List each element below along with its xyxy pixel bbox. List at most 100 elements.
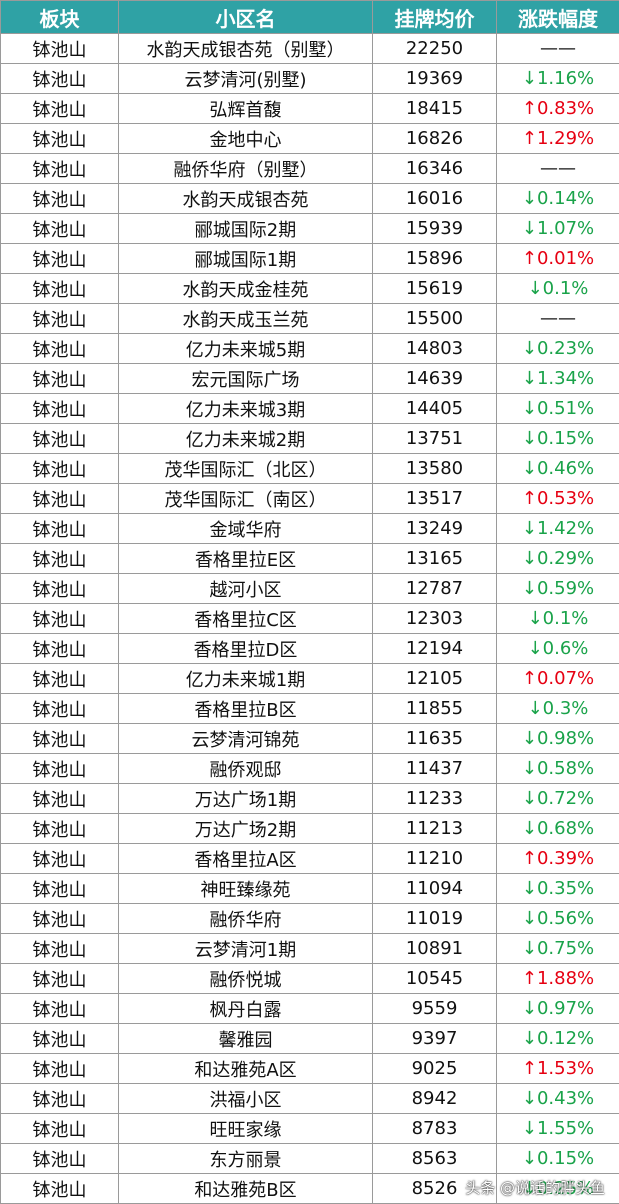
table-cell: 11213 — [372, 813, 497, 844]
table-cell: 香格里拉E区 — [118, 543, 373, 574]
table-cell: 13751 — [372, 423, 497, 454]
table-cell: 钵池山 — [0, 303, 119, 334]
table-cell: 钵池山 — [0, 213, 119, 244]
table-cell: 15500 — [372, 303, 497, 334]
table-cell: 水韵天成玉兰苑 — [118, 303, 373, 334]
table-cell: ↓0.97% — [496, 993, 619, 1024]
table-cell: 茂华国际汇（南区） — [118, 483, 373, 514]
table-cell: 亿力未来城1期 — [118, 663, 373, 694]
table-cell: 钵池山 — [0, 663, 119, 694]
table-cell: 东方丽景 — [118, 1143, 373, 1174]
table-cell: 洪福小区 — [118, 1083, 373, 1114]
table-cell: ↓0.3% — [496, 693, 619, 724]
table-cell: ↓0.35% — [496, 873, 619, 904]
table-cell: 19369 — [372, 63, 497, 94]
table-cell: 旺旺家缘 — [118, 1113, 373, 1144]
table-cell: 钵池山 — [0, 933, 119, 964]
table-cell: —— — [496, 303, 619, 334]
table-cell: 15939 — [372, 213, 497, 244]
table-cell: 钵池山 — [0, 1173, 119, 1204]
table-cell: 13249 — [372, 513, 497, 544]
table-cell: 钵池山 — [0, 1113, 119, 1144]
table-cell: 9559 — [372, 993, 497, 1024]
table-cell: 钵池山 — [0, 393, 119, 424]
table-cell: ↓0.46% — [496, 453, 619, 484]
table-row: 钵池山 金地中心 16826 ↑1.29% — [0, 123, 619, 154]
table-cell: 钵池山 — [0, 903, 119, 934]
table-cell: 钵池山 — [0, 843, 119, 874]
header-cell: 小区名 — [118, 0, 373, 34]
table-cell: ↓0.59% — [496, 573, 619, 604]
table-cell: 16346 — [372, 153, 497, 184]
table-cell: ↓0.14% — [496, 183, 619, 214]
table-cell: 钵池山 — [0, 1143, 119, 1174]
table-row: 钵池山 香格里拉A区 11210 ↑0.39% — [0, 843, 619, 874]
table-row: 钵池山 金域华府 13249 ↓1.42% — [0, 513, 619, 544]
table-cell: 万达广场1期 — [118, 783, 373, 814]
table-cell: 越河小区 — [118, 573, 373, 604]
table-cell: 12105 — [372, 663, 497, 694]
table-cell: 15619 — [372, 273, 497, 304]
table-cell: ↓0.1% — [496, 273, 619, 304]
table-row: 钵池山 越河小区 12787 ↓0.59% — [0, 573, 619, 604]
table-cell: 10891 — [372, 933, 497, 964]
header-row: 板块 小区名 挂牌均价 涨跌幅度 — [0, 0, 619, 34]
table-row: 钵池山 香格里拉D区 12194 ↓0.6% — [0, 633, 619, 664]
table-cell: 钵池山 — [0, 363, 119, 394]
table-row: 钵池山 茂华国际汇（北区） 13580 ↓0.46% — [0, 453, 619, 484]
table-cell: 13165 — [372, 543, 497, 574]
table-row: 钵池山 郦城国际2期 15939 ↓1.07% — [0, 213, 619, 244]
table-cell: 香格里拉A区 — [118, 843, 373, 874]
table-row: 钵池山 云梦清河1期 10891 ↓0.75% — [0, 933, 619, 964]
table-cell: 11019 — [372, 903, 497, 934]
table-cell: 钵池山 — [0, 723, 119, 754]
table-cell: 14639 — [372, 363, 497, 394]
table-row: 钵池山 和达雅苑A区 9025 ↑1.53% — [0, 1053, 619, 1084]
table-cell: 钵池山 — [0, 813, 119, 844]
table-cell: 钵池山 — [0, 513, 119, 544]
table-cell: 钵池山 — [0, 33, 119, 64]
table-cell: 22250 — [372, 33, 497, 64]
table-cell: 9025 — [372, 1053, 497, 1084]
table-cell: 11437 — [372, 753, 497, 784]
table-cell: 14405 — [372, 393, 497, 424]
table-cell: ↑1.29% — [496, 123, 619, 154]
table-cell: 16016 — [372, 183, 497, 214]
table-cell: —— — [496, 33, 619, 64]
table-cell: 钵池山 — [0, 633, 119, 664]
table-row: 钵池山 香格里拉B区 11855 ↓0.3% — [0, 693, 619, 724]
table-cell: 钵池山 — [0, 243, 119, 274]
table-cell: ↓0.6% — [496, 633, 619, 664]
table-row: 钵池山 水韵天成银杏苑（别墅） 22250 —— — [0, 33, 619, 64]
table-cell: 16826 — [372, 123, 497, 154]
table-cell: 金地中心 — [118, 123, 373, 154]
table-cell: ↓0.68% — [496, 813, 619, 844]
table-cell: ↓0.15% — [496, 1143, 619, 1174]
table-cell: 郦城国际1期 — [118, 243, 373, 274]
table-row: 钵池山 旺旺家缘 8783 ↓1.55% — [0, 1113, 619, 1144]
table-row: 钵池山 香格里拉E区 13165 ↓0.29% — [0, 543, 619, 574]
table-row: 钵池山 和达雅苑B区 8526 ↓0.25% — [0, 1173, 619, 1204]
table-cell: 12194 — [372, 633, 497, 664]
table-cell: ↑0.01% — [496, 243, 619, 274]
table-row: 钵池山 万达广场2期 11213 ↓0.68% — [0, 813, 619, 844]
table-cell: 钵池山 — [0, 63, 119, 94]
table-cell: 钵池山 — [0, 993, 119, 1024]
table-cell: 钵池山 — [0, 603, 119, 634]
table-cell: 钵池山 — [0, 963, 119, 994]
table-cell: 钵池山 — [0, 273, 119, 304]
table-cell: 9397 — [372, 1023, 497, 1054]
table-row: 钵池山 融侨华府 11019 ↓0.56% — [0, 903, 619, 934]
table-cell: 10545 — [372, 963, 497, 994]
table-cell: 融侨观邸 — [118, 753, 373, 784]
table-cell: 11094 — [372, 873, 497, 904]
table-cell: 水韵天成金桂苑 — [118, 273, 373, 304]
table-cell: ↓0.58% — [496, 753, 619, 784]
table-cell: 钵池山 — [0, 123, 119, 154]
table-row: 钵池山 馨雅园 9397 ↓0.12% — [0, 1023, 619, 1054]
table-cell: 钵池山 — [0, 423, 119, 454]
table-cell: ↓1.55% — [496, 1113, 619, 1144]
table-cell: 11635 — [372, 723, 497, 754]
table-cell: 钵池山 — [0, 93, 119, 124]
